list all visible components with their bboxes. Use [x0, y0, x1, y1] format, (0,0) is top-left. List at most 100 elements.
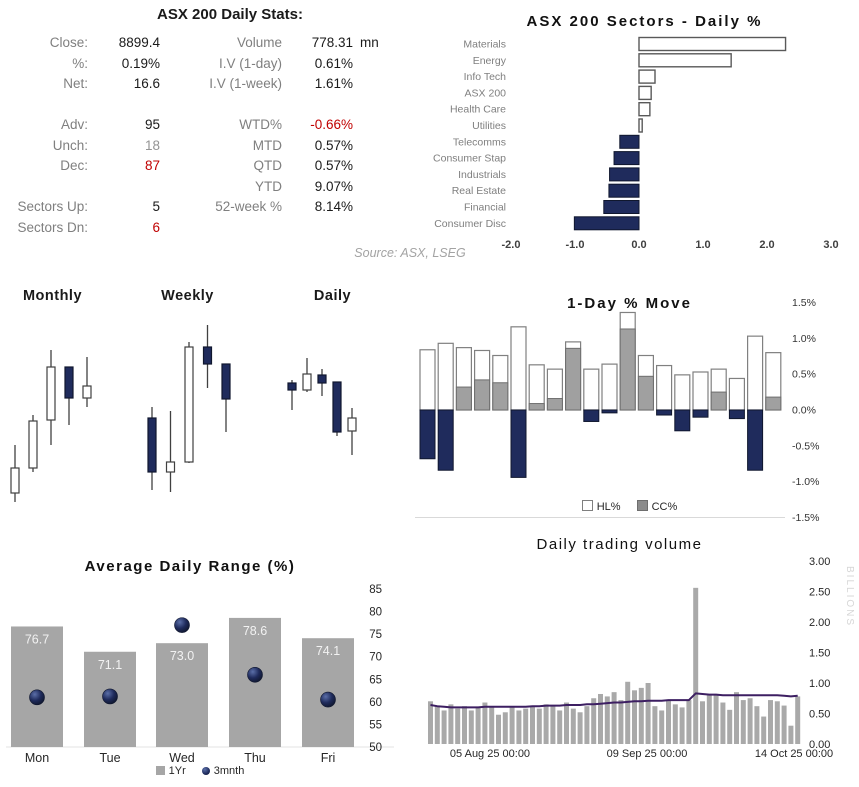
sector-axis-tick: -2.0 — [502, 239, 521, 251]
legend-label-3mnth: 3mnth — [213, 765, 245, 777]
volume-bar — [550, 706, 556, 744]
volume-bar — [734, 692, 739, 744]
adr-bar-label: 71.1 — [98, 658, 122, 672]
stat-value: 6 — [152, 219, 160, 235]
volume-bar — [727, 709, 733, 744]
stat-label: Unch: — [52, 137, 88, 153]
sector-label: Telecomms — [453, 136, 506, 148]
volume-axis-tick: 1.00 — [809, 678, 830, 690]
candle-body-up — [184, 346, 194, 463]
adr-day-label: Wed — [169, 751, 195, 765]
cc-bar-positive — [565, 347, 582, 411]
candle-panel-daily: Daily — [280, 288, 385, 524]
stat-value: 778.31 — [311, 35, 353, 50]
candlestick-panels: Monthly Weekly Daily — [0, 288, 400, 523]
volume-avg-line — [430, 692, 798, 709]
volume-bar — [475, 707, 481, 744]
volume-y-axis-label: BILLIONS — [844, 566, 855, 627]
volume-bar — [536, 708, 542, 744]
hl-bar — [510, 326, 527, 411]
stat-label: WTD% — [239, 117, 282, 132]
stat-label: MTD — [252, 137, 282, 153]
sector-label: Consumer Stap — [433, 153, 506, 165]
volume-bar — [713, 695, 719, 744]
volume-bar — [434, 706, 440, 744]
sector-axis-tick: 2.0 — [759, 239, 774, 251]
cc-bar-positive — [492, 382, 509, 411]
volume-bar — [693, 587, 699, 744]
sector-bar-positive — [638, 101, 651, 117]
stat-unit — [353, 54, 398, 75]
adr-bar — [156, 643, 208, 747]
stat-label: Sectors Dn: — [17, 219, 88, 235]
adr-dot — [247, 666, 263, 683]
sector-label: Consumer Disc — [434, 218, 506, 230]
stat-unit — [353, 197, 398, 218]
sector-label: Energy — [473, 55, 507, 67]
volume-bar — [543, 704, 549, 744]
hl-bar — [656, 364, 673, 411]
volume-bar — [638, 687, 644, 744]
volume-bar — [740, 700, 746, 744]
stat-value: 95 — [144, 117, 160, 132]
legend-item-cc: CC% — [636, 500, 678, 513]
stat-label: I.V (1-day) — [218, 55, 282, 71]
volume-axis-tick: 1.50 — [809, 648, 830, 660]
adr-day-label: Fri — [321, 751, 336, 765]
volume-bar — [706, 693, 712, 744]
candle-body-down — [147, 417, 157, 473]
adr-axis-tick: 60 — [369, 697, 382, 709]
candle-body-down — [221, 363, 231, 400]
legend-label-cc: CC% — [651, 501, 678, 513]
stat-label — [160, 95, 282, 116]
volume-bar — [768, 700, 773, 744]
source-note: Source: ASX, LSEG — [354, 246, 466, 260]
candle-panel-monthly: Monthly — [0, 288, 105, 524]
cc-bar-positive — [546, 398, 563, 411]
volume-bar — [509, 707, 515, 744]
volume-bar — [686, 700, 692, 744]
cc-bar-negative — [674, 409, 691, 432]
volume-date-label: 09 Sep 25 00:00 — [607, 748, 688, 760]
stat-label: Adv: — [60, 117, 88, 132]
hl-bar — [601, 363, 618, 411]
stats-title: ASX 200 Daily Stats: — [157, 6, 303, 23]
volume-bar — [632, 690, 637, 744]
cc-bar-positive — [474, 379, 491, 411]
stat-value — [282, 95, 353, 116]
sector-label: ASX 200 — [465, 87, 507, 99]
sector-bar-positive — [638, 53, 732, 68]
volume-axis-tick: 2.00 — [809, 617, 830, 629]
cc-bar-positive — [637, 375, 654, 411]
volume-bar — [754, 706, 760, 744]
sector-label: Real Estate — [452, 185, 506, 197]
volume-bar — [700, 701, 705, 744]
stat-label — [0, 177, 88, 198]
legend-item-hl: HL% — [581, 500, 621, 513]
stat-unit — [353, 74, 398, 95]
stat-label — [0, 95, 88, 116]
stat-label: YTD — [255, 178, 282, 194]
volume-bar — [720, 702, 726, 744]
cc-bar-negative — [437, 409, 454, 471]
volume-bar — [448, 704, 454, 744]
volume-bar — [496, 714, 501, 744]
volume-bar — [530, 706, 535, 744]
stat-value: 1.61% — [314, 76, 353, 91]
legend-label-1yr: 1Yr — [168, 765, 186, 777]
oneday-axis-tick: -1.5% — [792, 512, 819, 524]
sector-label: Industrials — [458, 169, 506, 181]
stat-unit — [353, 177, 398, 198]
adr-axis-tick: 80 — [369, 607, 382, 619]
stats-table: Close: 8899.4 Volume 778.31 mn%: 0.19% I.V (1-… — [0, 33, 430, 238]
sector-axis-tick: -1.0 — [566, 239, 585, 251]
volume-bar — [611, 692, 617, 744]
stat-unit — [353, 136, 398, 157]
volume-title: Daily trading volume — [536, 536, 703, 553]
adr-dot — [320, 691, 336, 708]
cc-bar-negative — [510, 409, 527, 478]
sectors-chart-title: ASX 200 Sectors - Daily % — [526, 13, 763, 30]
oneday-axis-tick: 1.5% — [792, 297, 816, 309]
volume-bar — [672, 704, 678, 744]
cc-bar-negative — [583, 409, 600, 422]
